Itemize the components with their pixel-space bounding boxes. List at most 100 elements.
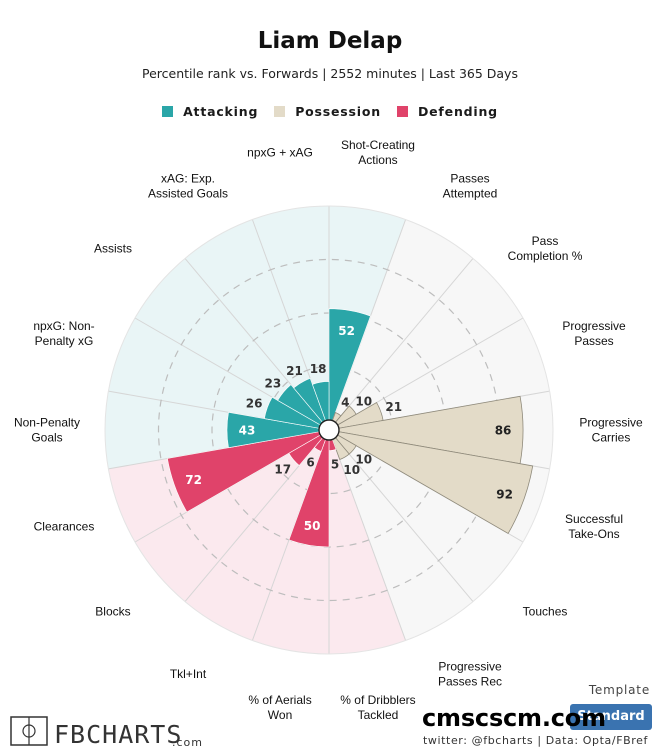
category-label-line: Assisted Goals <box>148 186 228 200</box>
value-label: 17 <box>274 462 291 476</box>
category-label-line: Progressive <box>579 416 643 430</box>
bars <box>167 308 534 548</box>
category-label: Clearances <box>34 519 95 533</box>
category-label-line: Goals <box>31 431 62 445</box>
category-label: Progressive Passes Rec <box>438 660 502 689</box>
background-sector <box>329 430 406 654</box>
background-sector <box>329 258 523 430</box>
value-label: 26 <box>246 396 263 410</box>
background-sector <box>185 430 329 641</box>
background-sector <box>329 219 473 430</box>
footer-credit: twitter: @fbcharts | Data: Opta/FBref <box>422 734 648 747</box>
value-label: 21 <box>286 364 303 378</box>
category-label-line: Tackled <box>358 708 399 722</box>
background-sector <box>329 430 523 602</box>
template-standard-button[interactable]: Standard <box>570 704 652 730</box>
category-label-line: Won <box>268 708 292 722</box>
value-label: 10 <box>343 463 360 477</box>
category-label-line: Progressive <box>438 660 502 674</box>
category-label-line: Completion % <box>508 249 583 263</box>
category-label-line: Tkl+Int <box>170 667 207 681</box>
category-label-line: % of Aerials <box>248 693 311 707</box>
category-label: Tkl+Int <box>170 667 207 681</box>
pitch-icon <box>10 716 48 746</box>
category-label: npxG + xAG <box>247 145 313 159</box>
legend-label-attacking: Attacking <box>183 104 259 119</box>
value-label: 10 <box>355 394 372 408</box>
spoke-line <box>328 258 474 431</box>
category-label-line: Shot-Creating <box>341 138 415 152</box>
category-label-line: Passes <box>574 334 613 348</box>
category-label: % of Aerials Won <box>248 693 311 722</box>
category-label-line: Carries <box>592 431 631 445</box>
category-label: Successful Take-Ons <box>565 512 623 541</box>
center-hub <box>318 419 340 441</box>
category-label-line: Penalty xG <box>35 334 94 348</box>
value-label: 52 <box>338 324 355 338</box>
value-label: 72 <box>185 473 202 487</box>
category-label-line: Blocks <box>95 604 130 618</box>
value-label: 18 <box>310 362 327 376</box>
category-label: Assists <box>94 242 132 256</box>
category-label-line: Assists <box>94 242 132 256</box>
category-label-line: Touches <box>523 604 568 618</box>
category-label-line: Successful <box>565 512 623 526</box>
legend-item-attacking: Attacking <box>162 104 258 119</box>
category-label-line: Clearances <box>34 519 95 533</box>
legend-label-possession: Possession <box>295 104 381 119</box>
category-label-line: Passes <box>450 171 489 185</box>
logo-text: FBCHARTS <box>54 720 182 749</box>
category-label: Progressive Carries <box>579 416 643 445</box>
category-label-line: % of Dribblers <box>340 693 415 707</box>
value-label: 10 <box>355 453 372 467</box>
legend-item-defending: Defending <box>396 104 498 119</box>
legend-swatch-defending <box>396 106 408 117</box>
value-label: 50 <box>304 519 321 533</box>
legend-swatch-attacking <box>162 106 174 117</box>
legend-item-possession: Possession <box>274 104 381 119</box>
fbcharts-logo: FBCHARTS .com <box>10 715 210 756</box>
value-label: 5 <box>331 458 339 472</box>
value-label: 6 <box>306 455 314 469</box>
category-label-line: Pass <box>532 234 559 248</box>
category-label-line: npxG: Non- <box>33 319 94 333</box>
category-label: Progressive Passes <box>562 319 626 348</box>
background-sector <box>135 430 329 602</box>
background-sector <box>329 430 473 641</box>
category-label: Shot-Creating Actions <box>341 138 415 167</box>
chart-title: Liam Delap <box>257 28 403 54</box>
legend-swatch-possession <box>274 106 286 117</box>
value-label: 43 <box>239 424 256 438</box>
value-label: 4 <box>341 395 349 409</box>
category-label-line: xAG: Exp. <box>161 171 215 185</box>
outer-ring <box>104 205 554 655</box>
value-label: 92 <box>496 487 513 501</box>
legend-label-defending: Defending <box>417 104 498 119</box>
category-label: Non-Penalty Goals <box>14 416 80 445</box>
category-label-line: Passes Rec <box>438 675 502 689</box>
background-sector <box>105 391 329 469</box>
category-label-line: npxG + xAG <box>247 145 313 159</box>
category-label: npxG: Non-Penalty xG <box>33 319 94 348</box>
category-label-line: Non-Penalty <box>14 416 80 430</box>
background-sector <box>329 318 550 430</box>
value-label: 86 <box>495 424 512 438</box>
value-label: 21 <box>385 400 402 414</box>
template-label: Template <box>588 683 650 697</box>
category-label-line: Progressive <box>562 319 626 333</box>
category-label: Touches <box>523 604 568 618</box>
category-label: Passes Attempted <box>443 171 498 200</box>
category-label-line: Take-Ons <box>568 527 619 541</box>
spoke-line <box>328 429 407 641</box>
value-label: 23 <box>265 376 282 390</box>
category-label: Pass Completion % <box>508 234 583 263</box>
background-sector <box>135 258 329 430</box>
watermark: cmscscm.com <box>422 704 606 732</box>
category-label: Blocks <box>95 604 130 618</box>
category-label: % of Dribblers Tackled <box>340 693 415 722</box>
category-label: xAG: Exp. Assisted Goals <box>148 171 228 200</box>
legend: Attacking Possession Defending <box>0 104 660 119</box>
